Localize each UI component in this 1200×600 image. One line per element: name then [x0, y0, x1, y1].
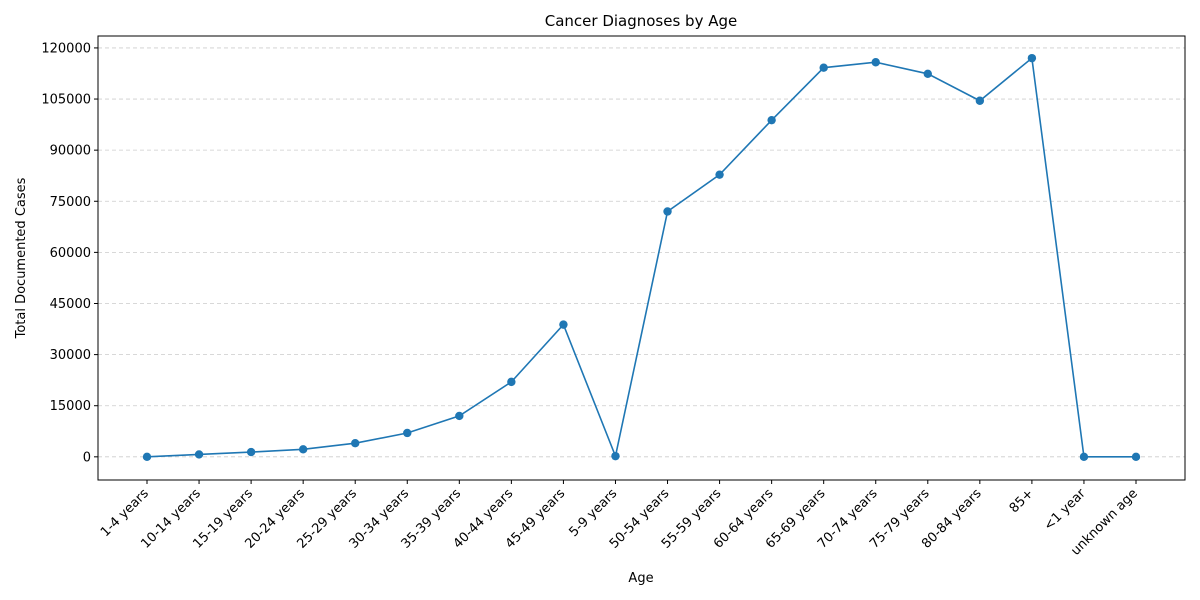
data-point	[142, 452, 152, 462]
y-tick-label: 60000	[50, 246, 91, 261]
chart-title: Cancer Diagnoses by Age	[545, 12, 738, 30]
data-point	[403, 428, 412, 438]
data-point	[923, 69, 932, 79]
x-axis-label: Age	[628, 571, 653, 586]
y-tick-label: 75000	[50, 195, 91, 210]
data-point	[298, 445, 308, 454]
data-point	[663, 207, 672, 216]
series-line-layer	[146, 56, 1136, 459]
data-point	[351, 438, 360, 448]
data-point	[246, 447, 256, 457]
y-tick-label: 105000	[41, 93, 91, 108]
series-line	[146, 56, 1136, 459]
y-tick-label: 120000	[41, 41, 91, 56]
x-tick-label: <1 year	[1041, 486, 1089, 534]
y-tick-label: 15000	[50, 399, 91, 414]
x-tick-label: 5-9 years	[566, 486, 620, 540]
x-tick-label: 85+	[1007, 486, 1037, 516]
y-tick-label: 90000	[50, 144, 91, 159]
y-tick-label: 30000	[50, 348, 91, 363]
data-point	[871, 58, 880, 67]
data-point	[1079, 452, 1089, 462]
data-point	[819, 63, 828, 72]
data-point	[559, 320, 568, 329]
grid-lines	[98, 47, 1185, 458]
x-tick-label: 1-4 years	[98, 486, 152, 540]
data-point	[1131, 452, 1141, 462]
data-point	[194, 450, 204, 459]
y-tick-label: 45000	[50, 297, 91, 312]
y-tick-label: 0	[83, 450, 91, 465]
data-point	[507, 377, 516, 387]
data-point	[975, 96, 985, 105]
plot-frame	[97, 35, 1186, 481]
data-point	[455, 411, 464, 421]
y-axis-ticks: 0 15000 30000 45000 60000 75000 90000 105000 120…	[41, 41, 98, 465]
data-point	[1027, 53, 1037, 63]
data-point	[611, 451, 620, 461]
series-markers	[142, 53, 1141, 462]
data-point	[767, 115, 776, 125]
y-axis-label: Total Documented Cases	[14, 177, 29, 339]
data-point	[715, 170, 724, 179]
